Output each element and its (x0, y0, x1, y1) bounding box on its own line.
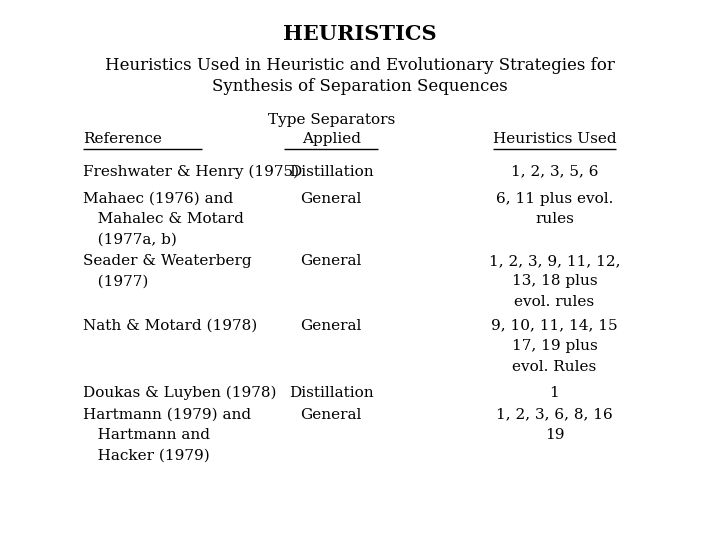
Text: (1977a, b): (1977a, b) (83, 233, 176, 247)
Text: Synthesis of Separation Sequences: Synthesis of Separation Sequences (212, 78, 508, 95)
Text: 1, 2, 3, 5, 6: 1, 2, 3, 5, 6 (510, 165, 598, 179)
Text: rules: rules (535, 212, 574, 226)
Text: Doukas & Luyben (1978): Doukas & Luyben (1978) (83, 386, 276, 401)
Text: Mahalec & Motard: Mahalec & Motard (83, 212, 243, 226)
Text: Nath & Motard (1978): Nath & Motard (1978) (83, 319, 257, 333)
Text: General: General (300, 408, 362, 422)
Text: Applied: Applied (302, 132, 361, 146)
Text: Distillation: Distillation (289, 386, 374, 400)
Text: 1, 2, 3, 6, 8, 16: 1, 2, 3, 6, 8, 16 (496, 408, 613, 422)
Text: General: General (300, 254, 362, 268)
Text: 19: 19 (544, 428, 564, 442)
Text: HEURISTICS: HEURISTICS (283, 24, 437, 44)
Text: Hartmann and: Hartmann and (83, 428, 210, 442)
Text: 9, 10, 11, 14, 15: 9, 10, 11, 14, 15 (491, 319, 618, 333)
Text: Hartmann (1979) and: Hartmann (1979) and (83, 408, 251, 422)
Text: 1: 1 (549, 386, 559, 400)
Text: General: General (300, 319, 362, 333)
Text: 17, 19 plus: 17, 19 plus (511, 339, 598, 353)
Text: (1977): (1977) (83, 274, 148, 288)
Text: Hacker (1979): Hacker (1979) (83, 449, 210, 463)
Text: General: General (300, 192, 362, 206)
Text: Type Separators: Type Separators (268, 113, 395, 127)
Text: Heuristics Used in Heuristic and Evolutionary Strategies for: Heuristics Used in Heuristic and Evoluti… (105, 57, 615, 73)
Text: 13, 18 plus: 13, 18 plus (512, 274, 597, 288)
Text: Mahaec (1976) and: Mahaec (1976) and (83, 192, 233, 206)
Text: evol. rules: evol. rules (514, 295, 595, 309)
Text: Seader & Weaterberg: Seader & Weaterberg (83, 254, 251, 268)
Text: evol. Rules: evol. Rules (512, 360, 597, 374)
Text: Freshwater & Henry (1975): Freshwater & Henry (1975) (83, 165, 299, 179)
Text: Heuristics Used: Heuristics Used (492, 132, 616, 146)
Text: Distillation: Distillation (289, 165, 374, 179)
Text: 1, 2, 3, 9, 11, 12,: 1, 2, 3, 9, 11, 12, (489, 254, 620, 268)
Text: Reference: Reference (83, 132, 162, 146)
Text: 6, 11 plus evol.: 6, 11 plus evol. (495, 192, 613, 206)
